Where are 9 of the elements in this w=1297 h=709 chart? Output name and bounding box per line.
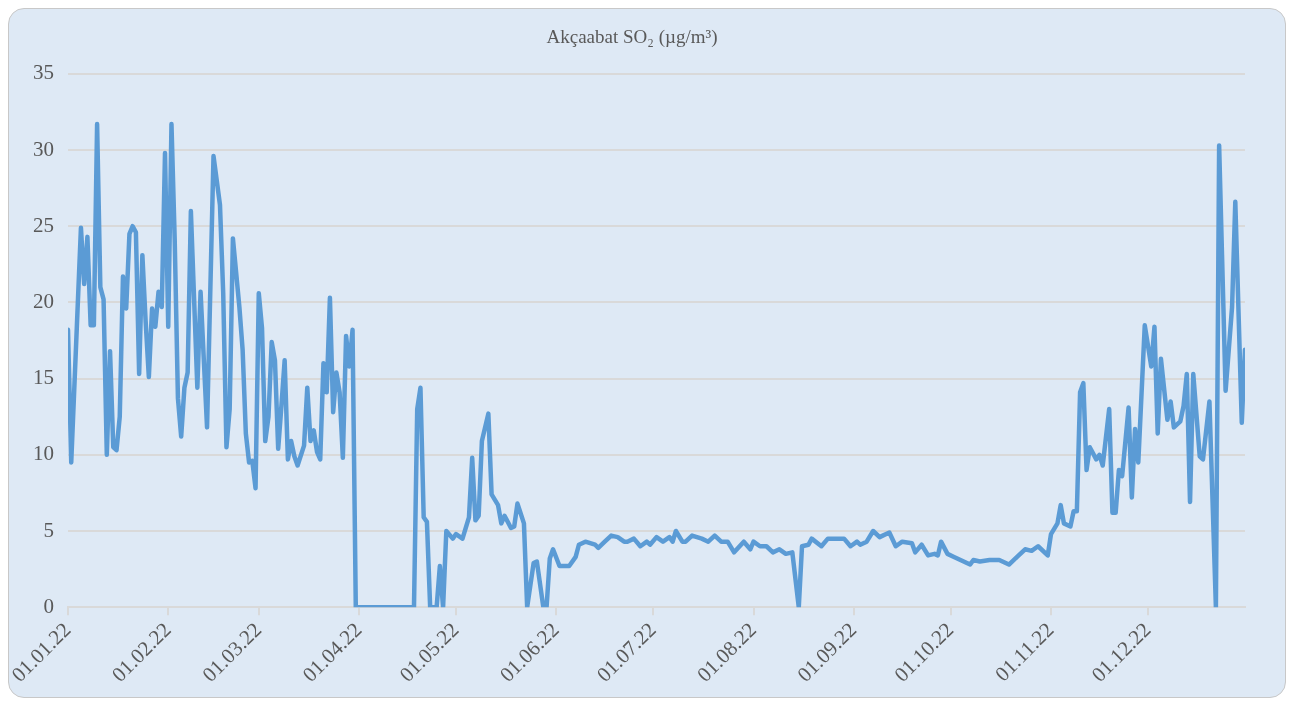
chart-title: Akçaabat SO₂ (µg/m³) bbox=[546, 26, 718, 49]
y-tick-label: 5 bbox=[43, 517, 54, 542]
y-tick-label: 10 bbox=[33, 441, 54, 466]
y-tick-label: 35 bbox=[33, 60, 54, 85]
y-tick-label: 25 bbox=[33, 212, 54, 237]
y-tick-label: 20 bbox=[33, 288, 54, 313]
y-tick-label: 15 bbox=[33, 365, 54, 390]
y-tick-label: 0 bbox=[43, 593, 54, 618]
y-tick-label: 30 bbox=[33, 136, 54, 161]
